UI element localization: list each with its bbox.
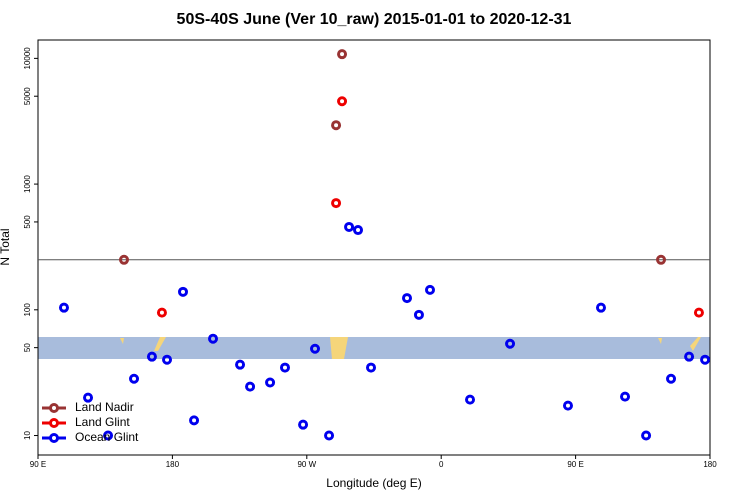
point [331,198,342,209]
y-tick-label: 10 [23,431,32,440]
x-tick-label: 90 E [567,460,583,469]
point [279,362,290,373]
point [331,120,342,131]
legend-label: Ocean Glint [75,430,139,444]
point [245,381,256,392]
y-tick-label: 50 [23,343,32,352]
point [337,96,348,107]
point [666,373,677,384]
x-tick-label: 90 E [30,460,46,469]
point [156,307,167,318]
point [620,391,631,402]
point [595,302,606,313]
point [146,351,157,362]
legend-label: Land Glint [75,415,130,429]
x-tick-label: 180 [166,460,180,469]
y-tick-label: 10000 [23,47,32,70]
point [265,377,276,388]
point [178,286,189,297]
point [58,302,69,313]
point [353,225,364,236]
point [425,284,435,295]
point [129,373,140,384]
x-tick-label: 180 [703,460,717,469]
point [402,293,413,304]
legend-marker [49,418,59,428]
point [298,419,309,430]
point [162,354,173,365]
x-tick-label: 90 W [297,460,316,469]
point [344,221,355,232]
point [641,430,652,441]
point [310,343,321,354]
y-tick-label: 5000 [23,87,32,105]
point [235,359,246,370]
point [465,394,476,405]
y-tick-label: 500 [23,215,32,229]
point [684,351,695,362]
point [208,333,219,344]
point [505,338,516,349]
plot-frame [37,39,711,456]
point [700,354,711,365]
point [189,415,200,426]
x-tick-label: 0 [439,460,444,469]
point [693,307,704,318]
point [413,309,424,320]
point [562,400,573,411]
legend-marker [49,403,59,413]
point [366,362,377,373]
y-tick-label: 1000 [23,175,32,193]
point [337,49,348,60]
chart-title: 50S-40S June (Ver 10_raw) 2015-01-01 to … [177,11,572,28]
x-axis-label: Longitude (deg E) [326,476,421,490]
legend-marker [49,433,59,443]
point [83,392,94,403]
point [656,254,667,265]
legend-label: Land Nadir [75,400,134,414]
point [119,254,130,265]
point [324,430,335,441]
y-axis-label: N Total [0,228,12,265]
point [103,430,114,441]
y-tick-label: 100 [23,303,32,317]
map-strip [38,337,710,359]
